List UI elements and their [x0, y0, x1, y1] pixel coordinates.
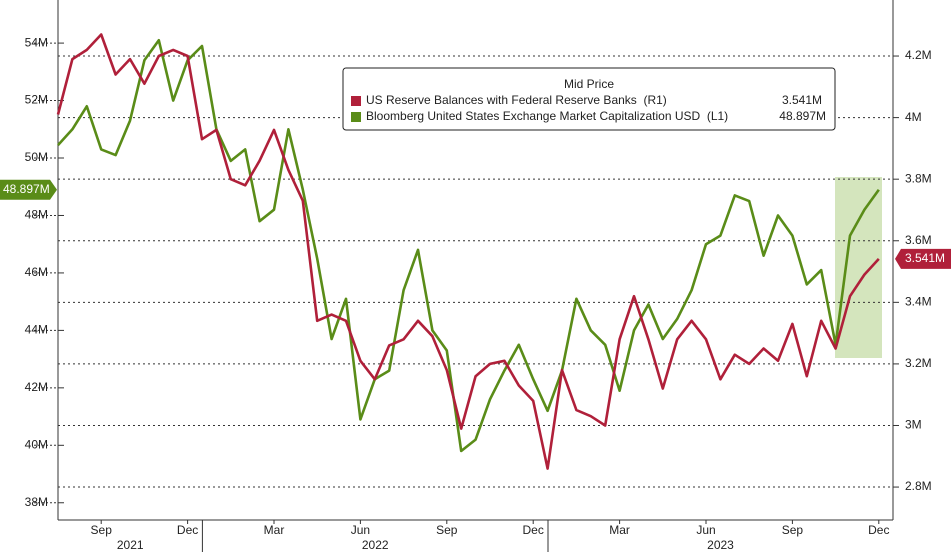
labels: 38M 40M 42M 44M 46M 48M 50M 52M 54M 2.8M 3M 3.2M 3.4…	[0, 35, 951, 552]
y2-tick-label: 2.8M	[905, 479, 932, 493]
y2-tick-label: 3.4M	[905, 295, 932, 309]
legend-title: Mid Price	[564, 77, 614, 91]
y2-tick-label: 3M	[905, 418, 922, 432]
series-line	[57, 38, 880, 453]
x-tick-label: Dec	[523, 523, 544, 537]
y-tick-label: 50M	[25, 150, 48, 164]
y2-tick-label: 3.2M	[905, 356, 932, 370]
x-tick-label: Jun	[696, 523, 715, 537]
last-value-label: 48.897M	[3, 182, 50, 196]
x-tick-label: Dec	[868, 523, 889, 537]
legend-label: Bloomberg United States Exchange Market …	[366, 109, 728, 123]
legend-label: US Reserve Balances with Federal Reserve…	[366, 93, 667, 107]
lines	[56, 33, 880, 470]
series-line	[56, 33, 880, 470]
x-tick-label: Sep	[436, 523, 458, 537]
last-value-flag	[0, 179, 57, 200]
y2-tick-label: 3.6M	[905, 233, 932, 247]
highlight-box	[835, 177, 882, 358]
y-tick-label: 52M	[25, 93, 48, 107]
y-tick-label: 38M	[25, 495, 48, 509]
legend-swatch	[351, 112, 361, 122]
last-value-flag	[895, 248, 951, 269]
last-value-label: 3.541M	[905, 251, 945, 265]
y-tick-label: 54M	[25, 35, 48, 49]
x-tick-label: Jun	[351, 523, 370, 537]
legend-value: 3.541M	[782, 93, 822, 107]
year-label: 2021	[117, 538, 144, 552]
legend: Mid Price US Reserve Balances with Feder…	[342, 67, 836, 131]
y-tick-label: 40M	[25, 437, 48, 451]
legend-box	[342, 67, 836, 131]
y-tick-label: 42M	[25, 380, 48, 394]
year-label: 2022	[362, 538, 389, 552]
x-tick-label: Mar	[609, 523, 630, 537]
legend-swatch	[351, 96, 361, 106]
x-tick-label: Mar	[264, 523, 285, 537]
y-tick-label: 44M	[25, 323, 48, 337]
legend-value: 48.897M	[779, 109, 826, 123]
y-tick-label: 48M	[25, 208, 48, 222]
y-tick-label: 46M	[25, 265, 48, 279]
year-label: 2023	[707, 538, 734, 552]
x-tick-label: Sep	[91, 523, 113, 537]
y2-tick-label: 4.2M	[905, 48, 932, 62]
x-tick-label: Dec	[177, 523, 198, 537]
y2-tick-label: 3.8M	[905, 171, 932, 185]
y2-tick-label: 4M	[905, 110, 922, 124]
x-tick-label: Sep	[782, 523, 804, 537]
